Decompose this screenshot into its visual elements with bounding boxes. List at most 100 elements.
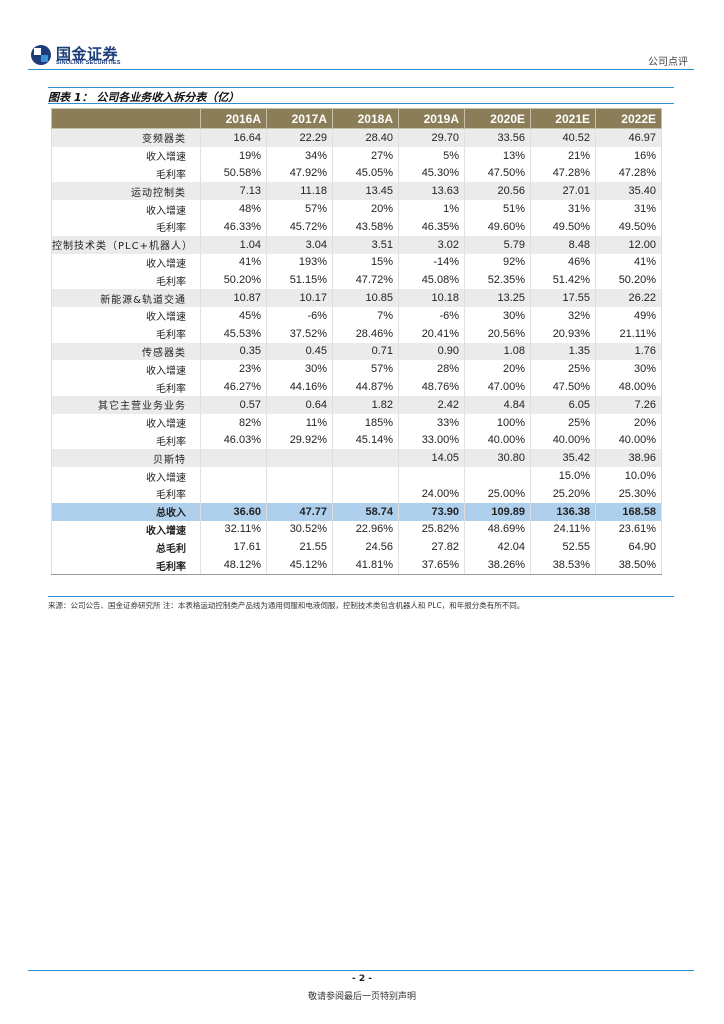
table-cell: 50.20% [200, 271, 267, 290]
table-cell: 25% [530, 413, 596, 432]
table-row: 毛利率 24.00% 25.00% 25.20% 25.30% [51, 484, 662, 503]
table-row: 变频器类 16.64 22.29 28.40 29.70 33.56 40.52 46.97 [51, 128, 662, 147]
table-cell: 32% [530, 306, 596, 325]
header-cell-year: 2021E [530, 108, 596, 129]
table-cell: 48.69% [464, 520, 531, 539]
table-cell: 42.04 [464, 538, 531, 557]
table-cell: 136.38 [530, 502, 596, 521]
table-cell: 25.00% [464, 484, 531, 503]
table-cell: 46.35% [398, 217, 465, 236]
row-label: 收入增速 [51, 360, 201, 379]
table-cell: 10.17 [266, 289, 333, 307]
table-cell: 48.00% [595, 378, 662, 396]
table-cell: 21% [530, 146, 596, 165]
logo-mark-icon [31, 45, 51, 65]
table-cell: 14.05 [398, 449, 465, 468]
table-row: 传感器类 0.35 0.45 0.71 0.90 1.08 1.35 1.76 [51, 342, 662, 361]
table-row: 毛利率 46.27% 44.16% 44.87% 48.76% 47.00% 47.50% 4… [51, 378, 662, 396]
table-cell: 48.12% [200, 556, 267, 575]
table-row: 毛利率 50.20% 51.15% 47.72% 45.08% 52.35% 51.42% 5… [51, 271, 662, 290]
header-cell-year: 2017A [266, 108, 333, 129]
table-row: 新能源&轨道交通 10.87 10.17 10.85 10.18 13.25 17.55 26… [51, 289, 662, 307]
table-cell [200, 484, 267, 503]
table-cell: 19% [200, 146, 267, 165]
table-cell: 49.50% [595, 217, 662, 236]
table-cell [266, 484, 333, 503]
header-divider [28, 69, 694, 70]
table-cell: 21.55 [266, 538, 333, 557]
logo-chinese-text: 国金证券 [56, 45, 119, 63]
table-cell: -6% [398, 306, 465, 325]
table-cell: 31% [530, 200, 596, 218]
table-cell: 109.89 [464, 502, 531, 521]
table-cell: 20.56% [464, 324, 531, 343]
table-cell: 24.11% [530, 520, 596, 539]
table-cell: 12.00 [595, 235, 662, 254]
table-cell: 22.29 [266, 128, 333, 147]
table-cell: 29.92% [266, 431, 333, 450]
table-cell: 15.0% [530, 467, 596, 485]
table-cell: 33.56 [464, 128, 531, 147]
table-cell: 47.28% [530, 164, 596, 183]
table-cell: 1.35 [530, 342, 596, 361]
table-row: 毛利率 46.03% 29.92% 45.14% 33.00% 40.00% 40.00% 4… [51, 431, 662, 450]
table-cell: 13.63 [398, 182, 465, 201]
row-label: 控制技术类（PLC+机器人） [51, 235, 201, 254]
table-cell: 1.76 [595, 342, 662, 361]
header-cell-year: 2020E [464, 108, 531, 129]
table-cell: 13% [464, 146, 531, 165]
table-cell: 40.00% [464, 431, 531, 450]
table-cell: 47.72% [332, 271, 399, 290]
source-note: 来源：公司公告、国金证券研究所 注：本表格运动控制类产品线为通用伺服和电液伺服，… [48, 601, 525, 610]
footer-disclaimer: 敬请参阅最后一页特别声明 [307, 992, 416, 1002]
page-number: - 2 - [352, 974, 372, 984]
table-cell: 45.72% [266, 217, 333, 236]
row-label: 变频器类 [51, 128, 201, 147]
table-cell: 30% [266, 360, 333, 379]
table-cell: 40.00% [595, 431, 662, 450]
table-cell: 51% [464, 200, 531, 218]
row-label: 毛利率 [51, 271, 201, 290]
table-cell: -14% [398, 253, 465, 272]
table-cell: 31% [595, 200, 662, 218]
row-label: 总收入 [51, 502, 201, 521]
table-cell: 0.45 [266, 342, 333, 361]
table-cell: 38.50% [595, 556, 662, 575]
table-cell: 37.65% [398, 556, 465, 575]
row-label: 总毛利 [51, 538, 201, 557]
header-cell-year: 2016A [200, 108, 267, 129]
table-cell: 33% [398, 413, 465, 432]
row-label: 毛利率 [51, 324, 201, 343]
table-cell: 7% [332, 306, 399, 325]
table-cell: 5% [398, 146, 465, 165]
table-cell: 5.79 [464, 235, 531, 254]
table-cell: 20% [595, 413, 662, 432]
table-cell: 22.96% [332, 520, 399, 539]
row-label: 收入增速 [51, 306, 201, 325]
table-cell: 3.51 [332, 235, 399, 254]
table-cell: 0.90 [398, 342, 465, 361]
table-cell: 24.00% [398, 484, 465, 503]
table-cell: 43.58% [332, 217, 399, 236]
table-cell [266, 449, 333, 468]
table-body: 变频器类 16.64 22.29 28.40 29.70 33.56 40.52 46.97 收… [51, 128, 662, 575]
table-cell: 44.16% [266, 378, 333, 396]
table-cell: 30.52% [266, 520, 333, 539]
table-cell: 1.82 [332, 395, 399, 414]
table-cell: 46.03% [200, 431, 267, 450]
table-cell: 24.56 [332, 538, 399, 557]
logo-english-text: SINOLINK SECURITIES [56, 60, 121, 66]
table-cell: 8.48 [530, 235, 596, 254]
table-cell: 185% [332, 413, 399, 432]
table-cell: 30% [464, 306, 531, 325]
table-row: 收入增速 15.0% 10.0% [51, 467, 662, 485]
table-cell: 20% [464, 360, 531, 379]
table-cell [332, 449, 399, 468]
table-cell: 11% [266, 413, 333, 432]
table-row: 收入增速 23% 30% 57% 28% 20% 25% 30% [51, 360, 662, 379]
table-cell: 4.84 [464, 395, 531, 414]
header-cell-label [51, 108, 201, 129]
table-cell: 193% [266, 253, 333, 272]
table-cell: 82% [200, 413, 267, 432]
table-cell: 58.74 [332, 502, 399, 521]
